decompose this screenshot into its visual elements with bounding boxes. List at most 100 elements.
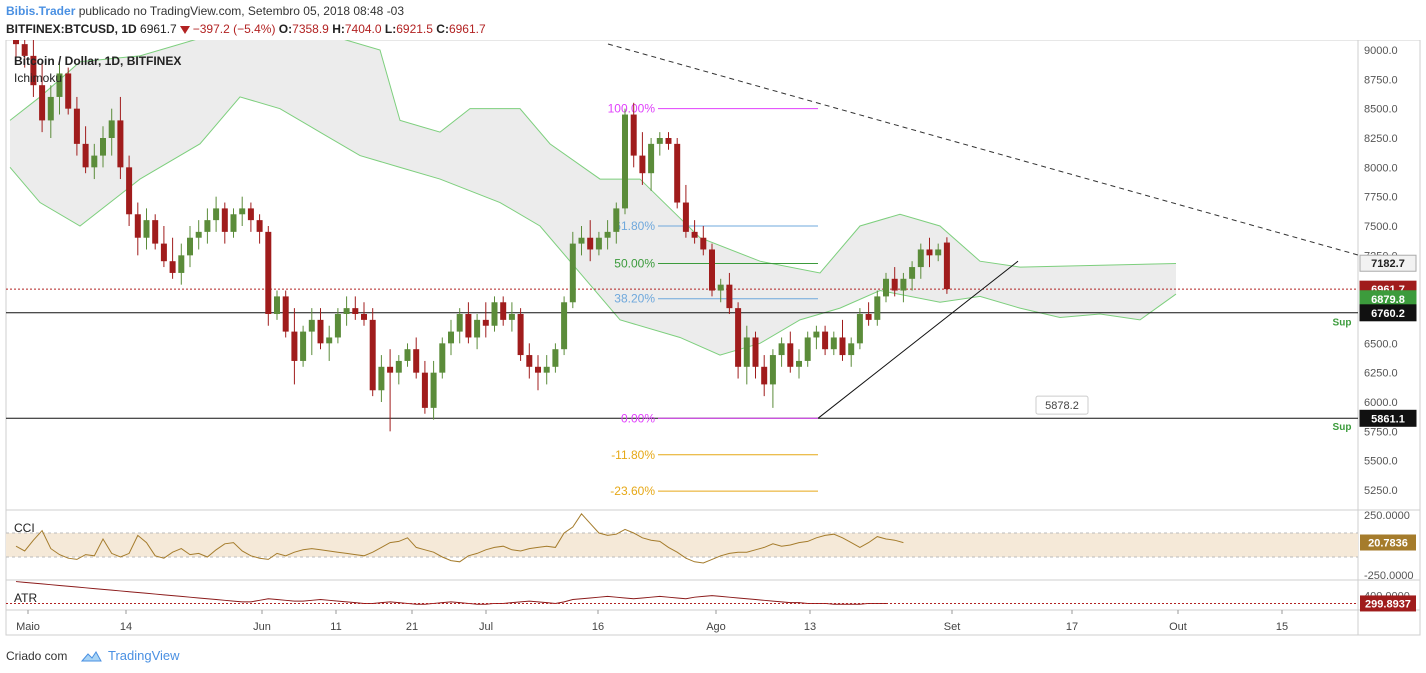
candle-body bbox=[230, 214, 237, 232]
price-label-text: 5861.1 bbox=[1371, 413, 1405, 425]
y-tick-label: 6500.0 bbox=[1364, 338, 1398, 350]
chart-frame bbox=[5, 40, 1421, 636]
price-chart[interactable]: 100.00% 61.80% 50.00% 38.20% 0.00% -11.80% -23… bbox=[0, 40, 1426, 640]
fibonacci-levels: 100.00% 61.80% 50.00% 38.20% 0.00% -11.80% -23… bbox=[608, 102, 818, 498]
candlestick-series bbox=[13, 40, 950, 432]
support-label: Sup bbox=[1333, 318, 1352, 329]
cloud-span-a bbox=[9, 40, 1177, 274]
publish-line: Bibis.Trader publicado no TradingView.co… bbox=[6, 4, 404, 18]
x-tick-label: 16 bbox=[592, 621, 604, 633]
close-label: C: bbox=[436, 22, 449, 36]
candle-body bbox=[378, 366, 385, 391]
candle-body bbox=[630, 114, 637, 156]
candle-body bbox=[169, 261, 176, 273]
y-tick-label: 7750.0 bbox=[1364, 192, 1398, 204]
candle-body bbox=[152, 220, 159, 244]
legend-indicator: Ichimoku bbox=[14, 71, 62, 85]
fib-level-label: 100.00% bbox=[608, 102, 656, 116]
high-value: 7404.0 bbox=[344, 22, 382, 36]
candle-body bbox=[726, 284, 733, 309]
candle-body bbox=[839, 337, 846, 356]
candle-body bbox=[804, 337, 811, 361]
atr-value-text: 299.8937 bbox=[1365, 598, 1411, 610]
candle-body bbox=[578, 237, 585, 244]
cloud-area bbox=[10, 40, 1176, 356]
candle-body bbox=[195, 231, 202, 238]
x-tick-label: Jul bbox=[479, 621, 493, 633]
candle-body bbox=[569, 243, 576, 303]
price-label-box bbox=[1359, 254, 1417, 272]
candle-body bbox=[639, 155, 646, 174]
author-name[interactable]: Bibis.Trader bbox=[6, 4, 76, 18]
candle-body bbox=[891, 278, 898, 291]
x-tick-label: 15 bbox=[1276, 621, 1288, 633]
candle-body bbox=[830, 337, 837, 350]
candle-body bbox=[221, 208, 228, 232]
x-tick-label: 21 bbox=[406, 621, 418, 633]
support-label: Sup bbox=[1333, 422, 1352, 433]
candle-body bbox=[856, 314, 863, 344]
x-tick-label: 14 bbox=[120, 621, 132, 633]
candle-body bbox=[300, 331, 307, 361]
candle-body bbox=[282, 296, 289, 332]
candle-body bbox=[291, 331, 298, 361]
candle-body bbox=[413, 349, 420, 373]
x-tick-label: Ago bbox=[706, 621, 726, 633]
published-text: publicado no TradingView.com, Setembro 0… bbox=[78, 4, 405, 18]
annotation-text: 5878.2 bbox=[1045, 400, 1079, 412]
price-label-text: 6760.2 bbox=[1371, 308, 1405, 320]
y-tick-label: 7500.0 bbox=[1364, 221, 1398, 233]
tradingview-link[interactable]: TradingView bbox=[80, 648, 180, 663]
candle-body bbox=[421, 372, 428, 408]
y-tick-label: 8250.0 bbox=[1364, 133, 1398, 145]
candle-body bbox=[274, 296, 280, 314]
candle-body bbox=[448, 331, 454, 344]
candle-body bbox=[91, 155, 98, 168]
candle-body bbox=[204, 220, 211, 232]
low-label: L: bbox=[384, 22, 397, 36]
candle-body bbox=[561, 302, 568, 350]
high-label: H: bbox=[332, 22, 345, 36]
candle-body bbox=[743, 337, 750, 367]
candle-body bbox=[787, 343, 794, 367]
candle-body bbox=[778, 343, 785, 356]
candle-body bbox=[909, 267, 916, 279]
cci-tick-label: -250.0000 bbox=[1364, 570, 1414, 582]
price-label-text: 7182.7 bbox=[1371, 258, 1405, 270]
low-value: 6921.5 bbox=[396, 22, 433, 36]
candle-body bbox=[874, 296, 881, 320]
candle-body bbox=[656, 138, 663, 144]
close-value: 6961.7 bbox=[448, 22, 486, 36]
candle-body bbox=[665, 138, 672, 144]
candle-body bbox=[535, 366, 541, 373]
cloud-span-b bbox=[9, 96, 1177, 356]
candle-body bbox=[717, 284, 724, 291]
candle-body bbox=[82, 143, 89, 168]
y-tick-label: 6250.0 bbox=[1364, 368, 1398, 380]
candle-body bbox=[13, 40, 19, 45]
candle-body bbox=[517, 314, 524, 356]
candle-body bbox=[317, 319, 324, 344]
legend-title: Bitcoin / Dollar, 1D, BITFINEX bbox=[14, 54, 181, 68]
candle-body bbox=[769, 355, 776, 385]
x-tick-label: 17 bbox=[1066, 621, 1078, 633]
candle-body bbox=[265, 231, 272, 314]
candle-body bbox=[552, 349, 559, 367]
cci-label: CCI bbox=[14, 521, 35, 535]
price-label-box bbox=[1359, 409, 1417, 427]
candle-body bbox=[21, 44, 28, 56]
candle-body bbox=[100, 138, 106, 156]
candle-body bbox=[604, 231, 611, 238]
candle-body bbox=[343, 308, 350, 314]
candle-body bbox=[439, 343, 446, 373]
candle-body bbox=[308, 319, 315, 332]
fib-level-label: 61.80% bbox=[614, 219, 655, 233]
tradingview-brand: TradingView bbox=[108, 648, 180, 663]
candle-body bbox=[761, 366, 768, 385]
y-tick-label: 5500.0 bbox=[1364, 456, 1398, 468]
candle-body bbox=[126, 167, 133, 215]
candle-body bbox=[178, 255, 185, 273]
footer: Criado com TradingView bbox=[0, 640, 1426, 673]
open-value: 7358.9 bbox=[292, 22, 329, 36]
candle-body bbox=[56, 73, 63, 97]
